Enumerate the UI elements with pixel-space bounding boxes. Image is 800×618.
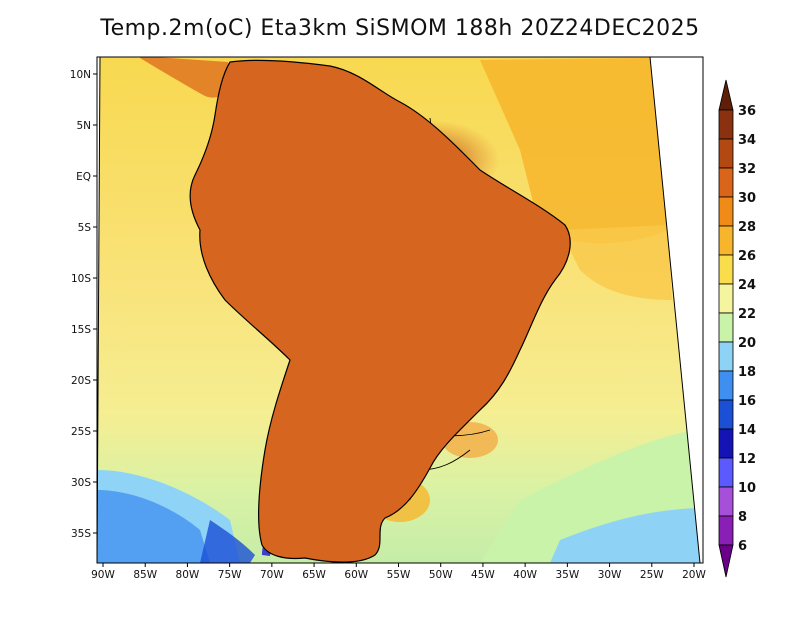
lat-tick-label: 20S xyxy=(71,375,91,387)
colorbar: 36 34 32 30 28 26 24 22 20 18 16 14 12 10 8 6 xyxy=(718,79,756,578)
colorbar-bin xyxy=(718,312,734,343)
colorbar-bin xyxy=(718,225,734,256)
central-america-land xyxy=(140,57,232,98)
colorbar-bin xyxy=(718,167,734,198)
lon-tick-label: 25W xyxy=(640,569,664,581)
longitude-axis: 90W 85W 80W 75W 70W 65W 60W 55W 50W 45W 40W 35W 30W 2… xyxy=(91,563,706,581)
colorbar-bin xyxy=(718,341,734,372)
lon-tick-label: 50W xyxy=(429,569,453,581)
colorbar-bin xyxy=(718,515,734,546)
pacific-cold-region xyxy=(97,490,210,563)
lon-tick-label: 45W xyxy=(471,569,495,581)
colorbar-label: 16 xyxy=(738,394,756,409)
lon-tick-label: 80W xyxy=(176,569,200,581)
colorbar-label: 6 xyxy=(738,539,747,554)
colorbar-label: 18 xyxy=(738,365,756,380)
colorbar-label: 26 xyxy=(738,249,756,264)
lon-tick-label: 60W xyxy=(344,569,368,581)
lat-tick-label: EQ xyxy=(76,171,91,183)
colorbar-bin xyxy=(718,109,734,140)
colorbar-label: 12 xyxy=(738,452,756,467)
map-title: Temp.2m(oC) Eta3km SiSMOM 188h 20Z24DEC2… xyxy=(100,16,700,41)
colorbar-bin xyxy=(718,254,734,285)
lon-tick-label: 35W xyxy=(555,569,579,581)
latitude-axis: 10N 5N EQ 5S 10S 15S 20S 25S 30S 35S xyxy=(70,69,97,540)
lat-tick-label: 10S xyxy=(71,273,91,285)
lat-tick-label: 30S xyxy=(71,477,91,489)
colorbar-label: 20 xyxy=(738,336,756,351)
colorbar-bin xyxy=(718,486,734,517)
lon-tick-label: 40W xyxy=(513,569,537,581)
lat-tick-label: 10N xyxy=(70,69,91,81)
lon-tick-label: 65W xyxy=(302,569,326,581)
colorbar-label: 36 xyxy=(738,104,756,119)
lon-tick-label: 75W xyxy=(218,569,242,581)
lat-tick-label: 15S xyxy=(71,324,91,336)
lon-tick-label: 85W xyxy=(133,569,157,581)
colorbar-bottom-arrow xyxy=(718,544,734,578)
colorbar-label: 14 xyxy=(738,423,756,438)
lat-tick-label: 5N xyxy=(76,120,91,132)
lat-tick-label: 35S xyxy=(71,528,91,540)
colorbar-label: 34 xyxy=(738,133,756,148)
atlantic-warm-band xyxy=(480,58,668,244)
colorbar-top-arrow xyxy=(718,79,734,111)
colorbar-label: 10 xyxy=(738,481,756,496)
colorbar-bin xyxy=(718,138,734,169)
pacific-colder-patch xyxy=(200,520,255,563)
map-domain xyxy=(97,57,700,563)
colorbar-label: 22 xyxy=(738,307,756,322)
colorbar-label: 32 xyxy=(738,162,756,177)
colorbar-bin xyxy=(718,370,734,401)
atlantic-warm-band-south xyxy=(560,225,672,300)
colorbar-bin xyxy=(718,399,734,430)
colorbar-bin xyxy=(718,428,734,459)
lon-tick-label: 20W xyxy=(682,569,706,581)
colorbar-bin xyxy=(718,196,734,227)
axis-frame xyxy=(96,56,704,564)
lon-tick-label: 30W xyxy=(598,569,622,581)
colorbar-label: 30 xyxy=(738,191,756,206)
atlantic-cold-region xyxy=(550,508,700,563)
colorbar-label: 24 xyxy=(738,278,756,293)
lat-tick-label: 5S xyxy=(78,222,92,234)
lon-tick-label: 90W xyxy=(91,569,115,581)
colorbar-label: 28 xyxy=(738,220,756,235)
colorbar-bin xyxy=(718,457,734,488)
colorbar-label: 8 xyxy=(738,510,747,525)
lon-tick-label: 55W xyxy=(387,569,411,581)
lat-tick-label: 25S xyxy=(71,426,91,438)
lon-tick-label: 70W xyxy=(260,569,284,581)
colorbar-bin xyxy=(718,283,734,314)
